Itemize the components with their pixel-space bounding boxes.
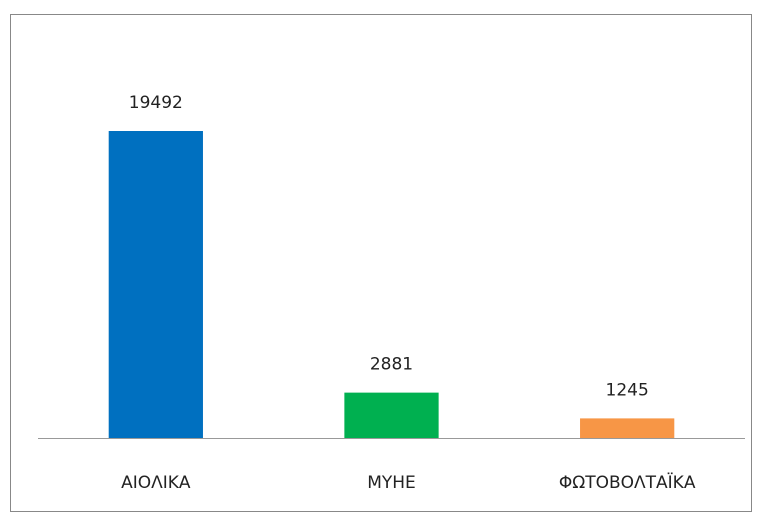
data-label: 2881 bbox=[370, 355, 413, 375]
bar bbox=[108, 131, 203, 438]
x-tick-label: ΦΩΤΟΒΟΛΤΑΪΚΑ bbox=[559, 472, 696, 493]
bar bbox=[580, 418, 675, 438]
bar bbox=[344, 392, 439, 438]
data-label: 19492 bbox=[129, 93, 183, 113]
data-label: 1245 bbox=[606, 380, 649, 400]
x-tick-label: ΑΙΟΛΙΚΑ bbox=[121, 473, 191, 493]
x-tick-label: ΜΥΗΕ bbox=[367, 473, 416, 493]
